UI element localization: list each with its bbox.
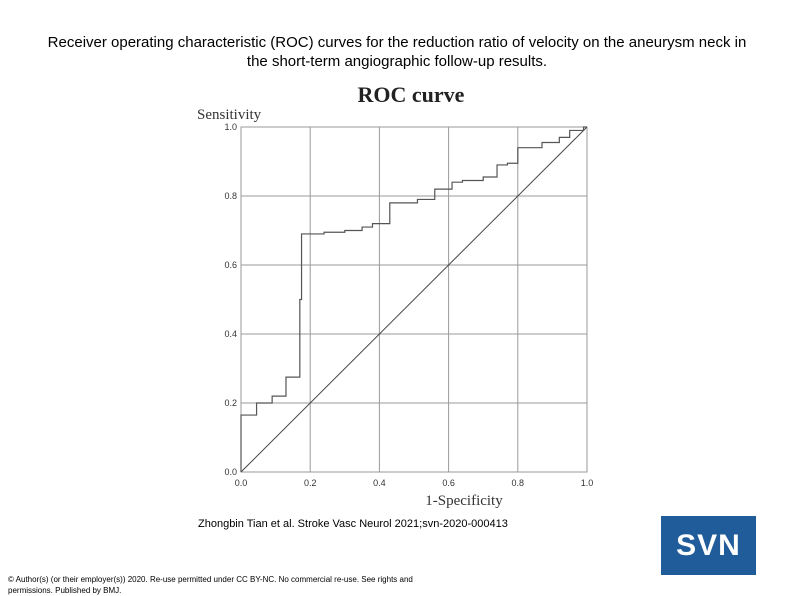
x-tick-label: 1.0 [581,478,594,488]
x-tick-label: 0.0 [235,478,248,488]
reference-line [240,126,588,473]
plot-area: 0.0 0.2 0.4 0.6 0.8 1.0 0.0 0.2 0.4 0.6 0.8 1.0 [224,122,593,488]
chart-title: ROC curve [358,82,465,107]
journal-logo: SVN [661,516,756,575]
roc-curve [240,126,587,472]
copyright-notice: © Author(s) (or their employer(s)) 2020.… [8,575,413,595]
y-tick-label: 0.6 [224,260,237,270]
x-tick-label: 0.6 [442,478,455,488]
y-tick-label: 1.0 [224,122,237,132]
x-axis-label: 1-Specificity [425,493,503,509]
y-tick-label: 0.4 [224,329,237,339]
y-tick-label: 0.2 [224,398,237,408]
y-tick-label: 0.0 [224,467,237,477]
slide-title: Receiver operating characteristic (ROC) … [47,34,747,70]
x-tick-label: 0.2 [304,478,317,488]
x-tick-label: 0.8 [512,478,525,488]
citation: Zhongbin Tian et al. Stroke Vasc Neurol … [198,518,508,530]
x-tick-label: 0.4 [373,478,386,488]
y-axis-label: Sensitivity [197,107,262,123]
y-tick-label: 0.8 [224,191,237,201]
